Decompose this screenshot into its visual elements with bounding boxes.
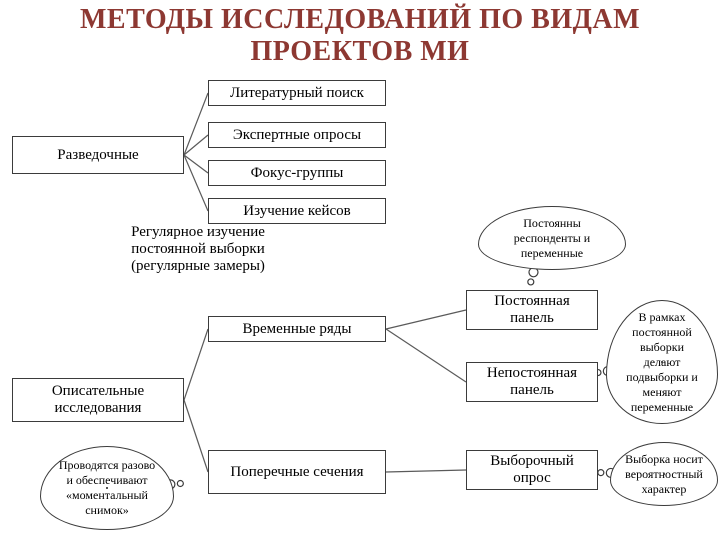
node-cross: Поперечные сечения <box>208 450 386 494</box>
node-regular: Регулярное изучение постоянной выборки (… <box>98 224 298 322</box>
node-nonconst_panel: Непостоянная панель <box>466 362 598 402</box>
cloud-resp: Постоянны респонденты и переменные <box>478 206 626 270</box>
cloud-snapshot: Проводятся разово и обеспечивают «момент… <box>40 446 174 530</box>
cloud-subsample: В рамках постоянной выборки делают подвы… <box>606 300 718 424</box>
node-desc: Описательные исследования <box>12 378 184 422</box>
cloud-prob: Выборка носит вероятностный характер <box>610 442 718 506</box>
node-sample_poll: Выборочный опрос <box>466 450 598 490</box>
node-razved: Разведочные <box>12 136 184 174</box>
node-cases: Изучение кейсов <box>208 198 386 224</box>
node-expert: Экспертные опросы <box>208 122 386 148</box>
node-timeseries: Временные ряды <box>208 316 386 342</box>
node-const_panel: Постоянная панель <box>466 290 598 330</box>
page-title: МЕТОДЫ ИССЛЕДОВАНИЙ ПО ВИДАМ ПРОЕКТОВ МИ <box>0 4 720 68</box>
node-focus: Фокус-группы <box>208 160 386 186</box>
node-lit_search: Литературный поиск <box>208 80 386 106</box>
